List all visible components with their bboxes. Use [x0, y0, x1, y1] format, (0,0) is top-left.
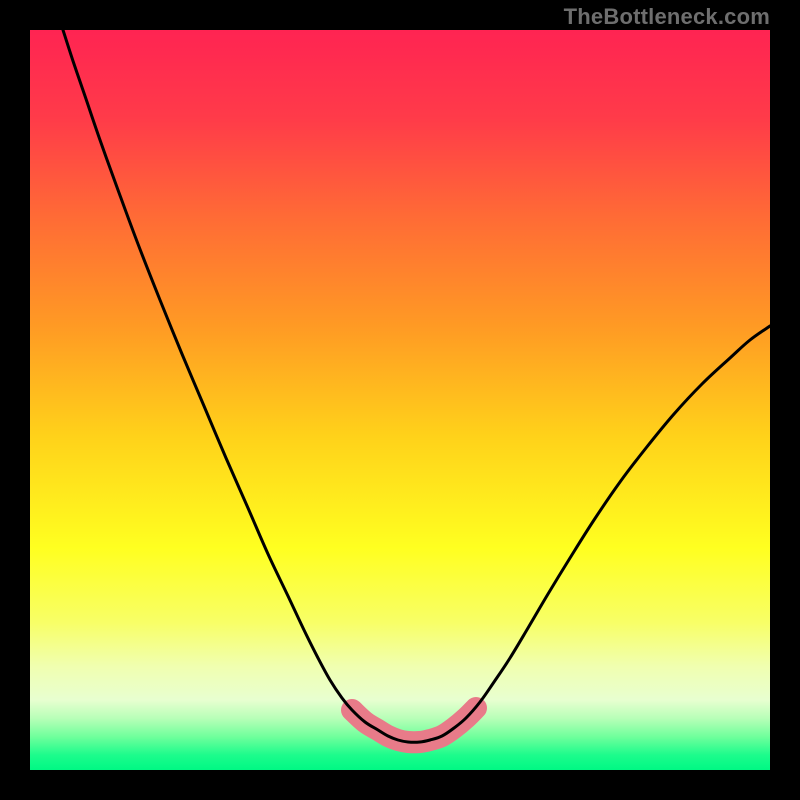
chart-frame: TheBottleneck.com	[0, 0, 800, 800]
plot-area	[30, 30, 770, 770]
watermark-text: TheBottleneck.com	[564, 4, 770, 30]
bottleneck-curve-chart	[30, 30, 770, 770]
gradient-background	[30, 30, 770, 770]
